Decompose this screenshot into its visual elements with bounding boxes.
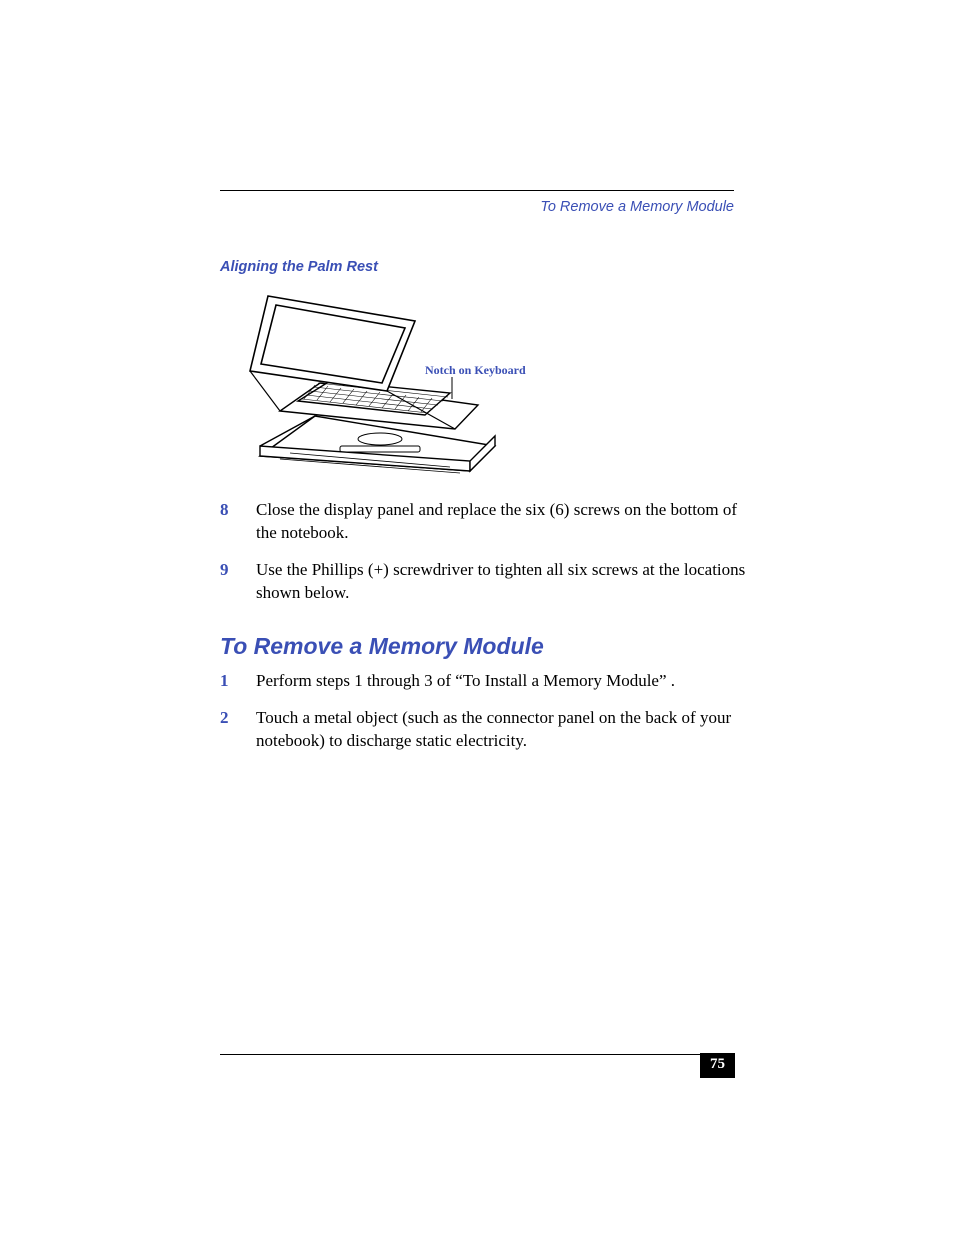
- page-number: 75: [700, 1053, 735, 1078]
- step-9: 9 Use the Phillips (+) screwdriver to ti…: [220, 559, 754, 605]
- page: To Remove a Memory Module Aligning the P…: [0, 0, 954, 1235]
- footer-rule: [220, 1054, 734, 1055]
- step-8: 8 Close the display panel and replace th…: [220, 499, 754, 545]
- step-number: 1: [220, 670, 256, 693]
- laptop-illustration: Notch on Keyboard: [220, 281, 540, 481]
- step-text: Use the Phillips (+) screwdriver to tigh…: [256, 559, 754, 605]
- footer: 75: [220, 1054, 734, 1055]
- figure-caption: Aligning the Palm Rest: [220, 259, 734, 275]
- step-number: 9: [220, 559, 256, 582]
- step-text: Close the display panel and replace the …: [256, 499, 754, 545]
- step-text: Perform steps 1 through 3 of “To Install…: [256, 670, 675, 693]
- step-number: 8: [220, 499, 256, 522]
- step-number: 2: [220, 707, 256, 730]
- step-1: 1 Perform steps 1 through 3 of “To Insta…: [220, 670, 754, 693]
- top-rule: [220, 190, 734, 191]
- figure-callout-label: Notch on Keyboard: [425, 363, 526, 377]
- section-heading: To Remove a Memory Module: [220, 633, 734, 660]
- figure-laptop: Notch on Keyboard: [220, 281, 734, 481]
- step-2: 2 Touch a metal object (such as the conn…: [220, 707, 754, 753]
- step-text: Touch a metal object (such as the connec…: [256, 707, 754, 753]
- running-head: To Remove a Memory Module: [220, 199, 734, 215]
